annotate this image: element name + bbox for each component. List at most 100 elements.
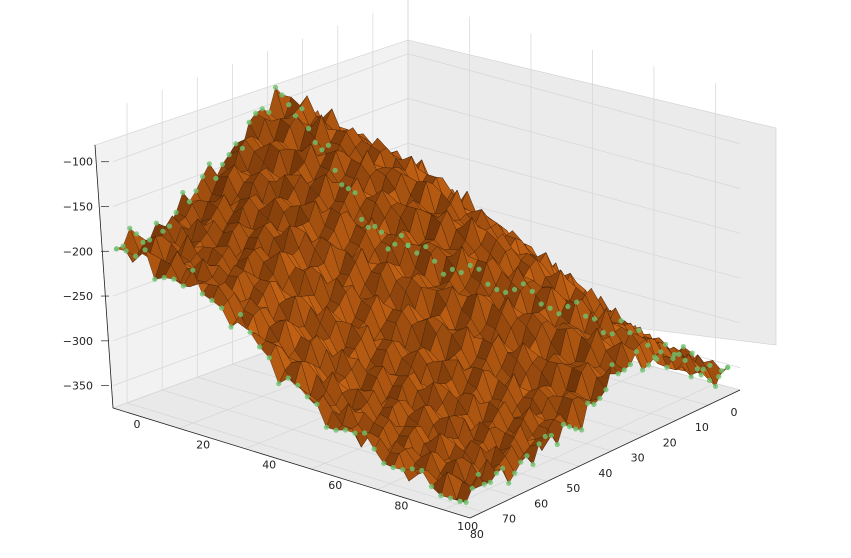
scatter-point (536, 441, 542, 447)
scatter-point (186, 199, 192, 205)
scatter-point (542, 433, 548, 439)
y-axis-line (469, 389, 741, 519)
scatter-point (511, 286, 518, 293)
scatter-point (414, 250, 420, 256)
scatter-point (712, 383, 719, 389)
scatter-point (228, 324, 234, 330)
scatter-point (457, 498, 463, 504)
scatter-point (438, 493, 444, 499)
scatter-point (645, 342, 651, 348)
x-tick-label: 0 (731, 406, 738, 419)
scatter-point (476, 266, 482, 272)
scatter-point (259, 106, 265, 112)
scatter-point (206, 161, 212, 167)
scatter-point (469, 485, 475, 491)
scatter-point (247, 329, 253, 335)
scatter-point (345, 186, 351, 192)
scatter-point (682, 357, 688, 363)
scatter-point (390, 464, 396, 471)
y-tick-label: 60 (328, 479, 342, 492)
scatter-point (339, 182, 345, 188)
z-tick-label: −100 (63, 156, 93, 169)
z-axis-line (94, 144, 114, 409)
scatter-point (372, 223, 378, 229)
scatter-point (530, 461, 536, 468)
scatter-point (319, 147, 325, 153)
scatter-point (153, 220, 159, 226)
x-floor-gridline (126, 402, 483, 513)
x-tick-label: 40 (598, 467, 612, 480)
scatter-point (671, 351, 678, 358)
scatter-point (518, 459, 524, 465)
z-tick-label: −350 (63, 380, 93, 393)
scatter-point (560, 421, 567, 427)
scatter-point (362, 430, 368, 436)
scatter-point (583, 313, 589, 319)
scatter-point (538, 301, 544, 307)
scatter-point (603, 387, 609, 393)
scatter-point (428, 483, 434, 490)
y-tick-label: 0 (134, 418, 141, 431)
scatter-point (352, 190, 358, 196)
scatter-point (400, 467, 406, 473)
x-tick-label: 30 (631, 452, 645, 465)
z-tick-label: −200 (63, 245, 93, 258)
scatter-point (600, 330, 607, 336)
scatter-point (332, 167, 338, 173)
scatter-point (463, 499, 469, 505)
scatter-point (190, 267, 196, 273)
scatter-point (700, 366, 707, 372)
scatter-point (359, 216, 365, 222)
scatter-point (512, 470, 518, 476)
x-tick-label: 80 (470, 528, 484, 541)
scatter-point (706, 377, 713, 384)
scatter-point (286, 102, 292, 108)
scatter-point (440, 271, 447, 277)
scatter-point (467, 262, 473, 268)
scatter-point (503, 289, 509, 295)
scatter-point (352, 430, 358, 436)
scatter-point (147, 237, 153, 243)
scatter-point (556, 311, 562, 317)
scatter-point (409, 466, 415, 472)
scatter-point (398, 232, 404, 239)
scatter-point (494, 286, 500, 293)
scatter-point (285, 375, 291, 381)
scatter-point (579, 427, 585, 433)
scatter-point (312, 139, 318, 146)
scatter-point (725, 364, 731, 370)
scatter-point (142, 247, 148, 253)
scatter-point (292, 113, 298, 119)
scatter-point (615, 371, 621, 377)
surface (115, 86, 728, 503)
scatter-point (554, 441, 560, 448)
scatter-point (719, 368, 725, 374)
scatter-point (123, 248, 129, 254)
y-tick-label: 20 (196, 438, 210, 451)
scatter-point (621, 367, 627, 373)
scatter-point (152, 276, 158, 282)
scatter-point (636, 327, 642, 333)
scatter-point (627, 330, 633, 336)
scatter-point (609, 331, 615, 337)
scatter-point (664, 364, 670, 370)
scatter-point (133, 231, 139, 237)
scatter-point (378, 229, 385, 235)
scatter-point (639, 367, 646, 373)
scatter-point (219, 161, 226, 167)
scatter-point (688, 374, 694, 380)
scatter-point (193, 188, 199, 194)
scatter-point (113, 246, 120, 252)
scatter-point (423, 244, 429, 250)
scatter-point (449, 266, 455, 272)
scatter-point (226, 152, 232, 158)
scatter-point (381, 460, 387, 466)
scatter-point (299, 106, 305, 112)
scatter-point (160, 228, 166, 234)
scatter-point (573, 426, 579, 432)
scatter-point (707, 362, 713, 368)
scatter-point (304, 394, 310, 400)
x-tick-label: 60 (534, 497, 548, 510)
scatter-point (180, 283, 186, 289)
scatter-point (485, 281, 491, 287)
